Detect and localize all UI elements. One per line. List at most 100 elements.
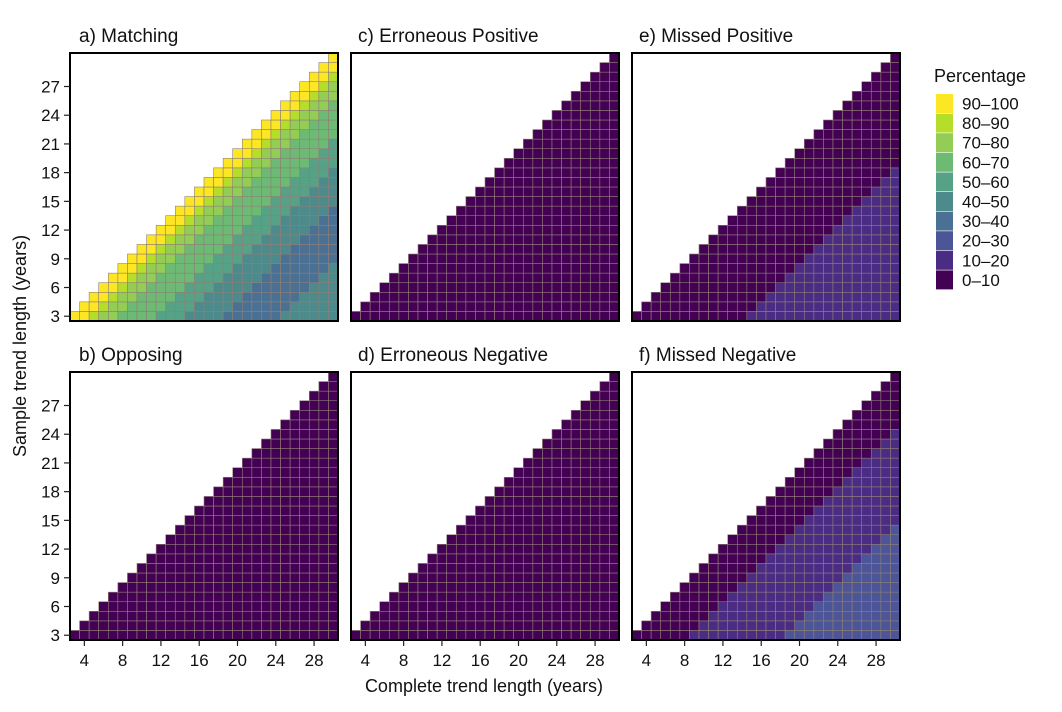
heatmap-cell [890,553,901,564]
heatmap-cell [270,563,281,574]
heatmap-cell [599,157,610,169]
heatmap-cell [813,457,824,469]
heatmap-cell [650,311,662,322]
heatmap-cell [756,515,767,526]
heatmap-cell [241,630,253,641]
heatmap-cell [494,582,505,593]
heatmap-cell [631,311,642,322]
heatmap-cell [289,272,301,284]
heatmap-cell [746,582,757,593]
heatmap-cell [870,119,882,130]
heatmap-cell [823,620,834,631]
heatmap-cell [756,244,767,255]
heatmap-cell [494,620,505,631]
heatmap-cell [328,486,339,497]
heatmap-cell [270,157,281,169]
heatmap-cell [308,244,320,255]
heatmap-cell [513,291,524,303]
heatmap-cell [251,253,262,264]
heatmap-cell [832,486,843,497]
heatmap-cell [727,311,738,322]
heatmap-cell [880,253,891,264]
heatmap-cell [784,167,796,178]
heatmap-cell [784,582,796,593]
heatmap-cell [589,157,601,169]
heatmap-cell [251,620,262,631]
heatmap-cell [717,610,729,622]
heatmap-cell [261,119,272,130]
heatmap-cell [660,601,671,612]
heatmap-cell [446,263,457,274]
heatmap-cell [475,524,486,536]
heatmap-cell [784,196,796,207]
heatmap-cell [174,572,186,583]
heatmap-cell [890,563,901,574]
heatmap-cell [308,301,320,312]
heatmap-cell [570,291,582,303]
heatmap-cell [446,301,457,312]
heatmap-cell [775,291,786,303]
heatmap-cell [851,215,863,226]
heatmap-cell [232,620,243,631]
heatmap-cell [803,205,815,217]
heatmap-cell [241,543,253,555]
heatmap-cell [660,610,671,622]
heatmap-cell [813,224,824,236]
heatmap-cell [794,196,805,207]
heatmap-cell [532,467,543,478]
heatmap-cell [328,301,339,312]
heatmap-cell [599,205,610,217]
heatmap-cell [136,253,147,264]
heatmap-cell [890,244,901,255]
heatmap-cell [232,291,243,303]
heatmap-cell [580,138,591,150]
heatmap-cell [241,177,253,188]
heatmap-cell [184,543,195,555]
heatmap-cell [880,157,891,169]
heatmap-cell [542,148,553,159]
heatmap-cell [813,476,824,488]
heatmap-cell [280,610,291,622]
heatmap-cell [599,505,610,516]
heatmap-cell [503,244,515,255]
heatmap-cell [551,186,562,197]
heatmap-cell [851,448,863,459]
heatmap-cell [589,186,601,197]
heatmap-cell [465,572,476,583]
heatmap-cell [280,496,291,507]
heatmap-cell [880,205,891,217]
heatmap-cell [328,110,339,121]
heatmap-cell [861,138,872,150]
heatmap-cell [280,553,291,564]
heatmap-cell [561,100,572,111]
heatmap-cells-erroneous-positive [350,52,620,322]
heatmap-cell [194,582,205,593]
heatmap-cell [823,157,834,169]
heatmap-cell [669,301,681,312]
heatmap-cell [580,505,591,516]
heatmap-cell [609,129,620,140]
heatmap-cell [756,620,767,631]
heatmap-cell [213,224,224,236]
heatmap-cell [513,486,524,497]
heatmap-cell [842,496,853,507]
heatmap-cell [484,215,495,226]
heatmap-cell [136,610,147,622]
heatmap-cell [784,563,796,574]
heatmap-cell [589,196,601,207]
heatmap-cell [446,244,457,255]
heatmap-cell [589,476,601,488]
heatmap-cell [465,224,476,236]
heatmap-cell [328,524,339,536]
heatmap-cell [775,215,786,226]
heatmap-cell [194,205,205,217]
heatmap-cell [870,505,882,516]
heatmap-cell [589,610,601,622]
heatmap-cell [746,620,757,631]
heatmap-cell [880,71,891,83]
heatmap-cell [599,534,610,545]
heatmap-cell [561,620,572,631]
heatmap-cell [299,215,310,226]
heatmap-cell [436,543,448,555]
heatmap-cell [261,272,272,284]
